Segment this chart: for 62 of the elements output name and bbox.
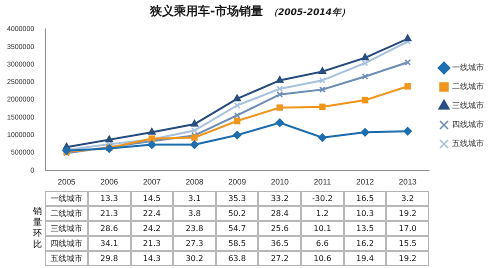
data-label: 19.4 bbox=[344, 251, 386, 266]
x-tick-label: 2006 bbox=[100, 177, 119, 186]
data-label: 27.3 bbox=[173, 236, 216, 251]
data-label: 63.8 bbox=[216, 251, 258, 266]
legend-label: 三线城市 bbox=[452, 101, 484, 110]
data-label: 13.5 bbox=[344, 221, 386, 236]
x-tick-label: 2011 bbox=[314, 177, 332, 186]
data-label: 28.4 bbox=[258, 206, 302, 221]
data-label: 16.2 bbox=[344, 236, 386, 251]
data-label: 19.2 bbox=[386, 206, 429, 221]
data-label: 22.4 bbox=[130, 206, 174, 221]
data-label: 27.2 bbox=[258, 251, 302, 266]
data-label: -30.2 bbox=[301, 191, 344, 206]
data-label: 28.6 bbox=[88, 221, 130, 236]
y-tick-label: 五线城市 bbox=[45, 251, 88, 266]
data-label: 25.6 bbox=[258, 221, 302, 236]
data-label: 50.2 bbox=[216, 206, 258, 221]
data-label: 36.5 bbox=[258, 236, 302, 251]
chart-subtitle: （2005-2014年） bbox=[269, 8, 350, 18]
data-label: 30.2 bbox=[173, 251, 216, 266]
data-label: 15.5 bbox=[386, 236, 429, 251]
data-label: 3.2 bbox=[386, 191, 429, 206]
legend-label: 一线城市 bbox=[452, 63, 484, 72]
x-tick-label: 2010 bbox=[270, 177, 290, 186]
data-label: 19.2 bbox=[386, 251, 429, 266]
data-label: 10.6 bbox=[301, 251, 344, 266]
legend-label: 四线城市 bbox=[452, 120, 484, 130]
data-label: 21.3 bbox=[130, 236, 174, 251]
data-label: 23.8 bbox=[173, 221, 216, 236]
data-label: 24.2 bbox=[130, 221, 174, 236]
y-tick-label: 二线城市 bbox=[45, 206, 88, 221]
data-label: 14.5 bbox=[130, 191, 174, 206]
y-tick-label: 三线城市 bbox=[45, 221, 88, 236]
chart-title: 狭义乘用车-市场销量 bbox=[150, 4, 264, 18]
data-label: 10.1 bbox=[301, 221, 344, 236]
data-label: 16.5 bbox=[344, 191, 386, 206]
data-label: 17.0 bbox=[386, 221, 429, 236]
x-tick-label: 2007 bbox=[142, 177, 162, 186]
y-tick-label: 四线城市 bbox=[45, 236, 88, 251]
legend-label: 五线城市 bbox=[452, 139, 484, 148]
x-tick-label: 2005 bbox=[58, 177, 76, 186]
data-label: 6.6 bbox=[301, 236, 344, 251]
y-axis-title: 销量环比 bbox=[32, 206, 42, 250]
data-label: 14.3 bbox=[130, 251, 174, 266]
data-label: 3.8 bbox=[173, 206, 216, 221]
data-label: 3.1 bbox=[173, 191, 216, 206]
data-label: 33.2 bbox=[258, 191, 302, 206]
x-tick-label: 2009 bbox=[228, 177, 247, 186]
data-label: 21.3 bbox=[88, 206, 130, 221]
x-tick-label: 2013 bbox=[398, 177, 418, 186]
data-label: 29.8 bbox=[88, 251, 130, 266]
data-label: 10.3 bbox=[344, 206, 386, 221]
x-tick-label: 2012 bbox=[356, 177, 374, 186]
data-label: 34.1 bbox=[88, 236, 130, 251]
y-tick-label: 一线城市 bbox=[45, 191, 88, 206]
legend-label: 二线城市 bbox=[452, 82, 484, 92]
x-tick-label: 2008 bbox=[186, 177, 204, 186]
data-label: 58.5 bbox=[216, 236, 258, 251]
data-label: 1.2 bbox=[301, 206, 344, 221]
data-label: 54.7 bbox=[216, 221, 258, 236]
data-label: 13.3 bbox=[88, 191, 130, 206]
data-label: 35.3 bbox=[216, 191, 258, 206]
